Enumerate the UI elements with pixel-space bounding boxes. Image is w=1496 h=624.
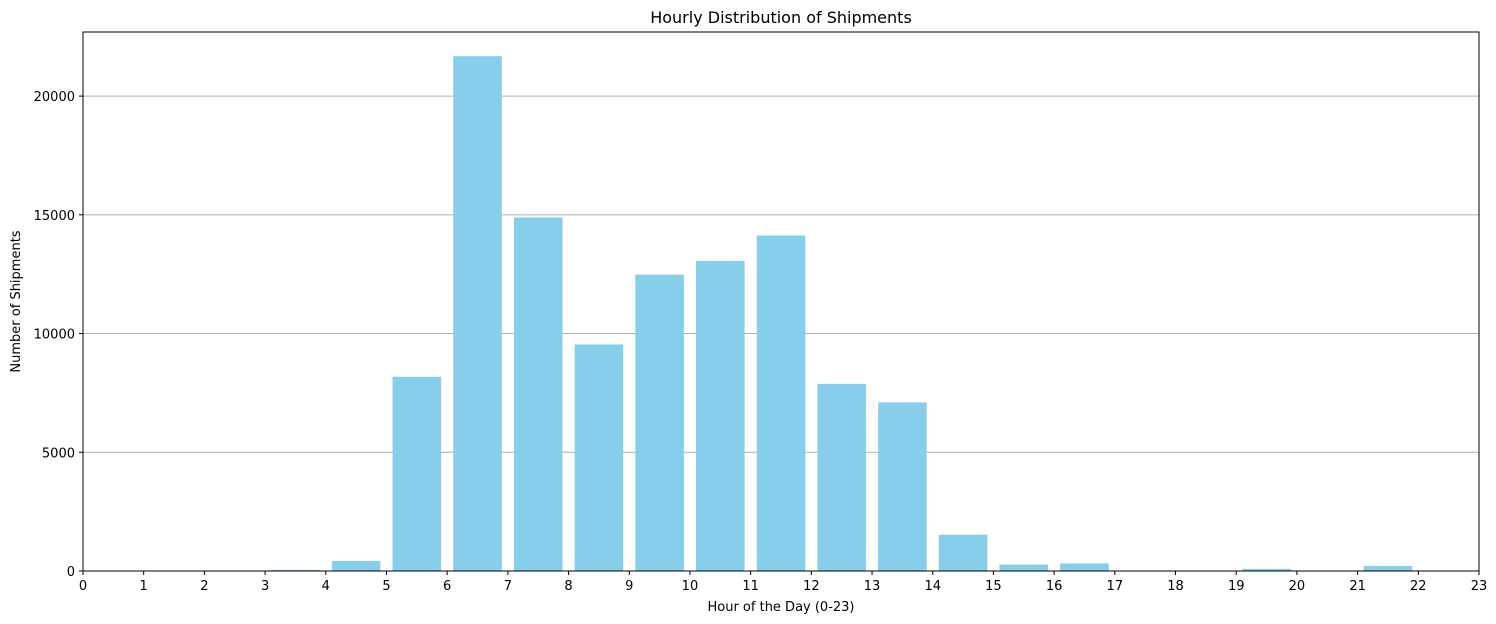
chart-title: Hourly Distribution of Shipments (650, 8, 912, 27)
y-tick-label: 0 (67, 565, 75, 580)
y-tick-label: 5000 (42, 446, 75, 461)
x-tick-label: 14 (924, 579, 941, 594)
x-tick-label: 11 (742, 579, 759, 594)
bar-hour-6 (453, 56, 502, 572)
bar-hour-8 (574, 344, 624, 571)
x-tick-label: 9 (625, 579, 633, 594)
bars (149, 56, 1413, 572)
x-tick-label: 1 (140, 579, 148, 594)
bar-hour-5 (392, 376, 442, 571)
x-tick-label: 16 (1046, 579, 1063, 594)
x-tick-label: 12 (803, 579, 820, 594)
bar-hour-4 (331, 561, 381, 571)
x-tick-label: 15 (985, 579, 1002, 594)
x-tick-label: 5 (382, 579, 390, 594)
x-tick-label: 10 (682, 579, 699, 594)
x-tick-label: 0 (79, 579, 87, 594)
x-axis-title: Hour of the Day (0-23) (707, 600, 854, 615)
bar-hour-13 (878, 402, 927, 571)
bar-hour-19 (1242, 568, 1291, 571)
bar-hour-21 (1363, 566, 1413, 571)
x-tick-label: 17 (1107, 579, 1124, 594)
x-tick-label: 22 (1410, 579, 1427, 594)
y-tick-label: 10000 (34, 328, 75, 343)
bar-hour-15 (999, 564, 1049, 571)
x-tick-label: 3 (261, 579, 269, 594)
y-axis-ticks: 0 5000 10000 15000 20000 (34, 90, 83, 580)
x-tick-label: 21 (1349, 579, 1366, 594)
bar-hour-11 (756, 235, 806, 572)
plot-frame (82, 31, 1480, 572)
x-axis-ticks: 0 1 2 3 4 5 6 7 8 9 10 11 12 13 14 15 16 17 18 19 20 21 22 23 (79, 571, 1487, 594)
bar-hour-10 (696, 260, 745, 571)
x-tick-label: 2 (200, 579, 208, 594)
x-tick-label: 7 (504, 579, 512, 594)
bar-hour-3 (271, 569, 320, 571)
bar-hour-16 (1060, 563, 1109, 571)
x-tick-label: 8 (564, 579, 572, 594)
bar-hour-14 (938, 534, 988, 571)
x-tick-label: 18 (1167, 579, 1184, 594)
x-tick-label: 13 (864, 579, 881, 594)
bar-hour-7 (513, 217, 563, 571)
x-tick-label: 19 (1228, 579, 1245, 594)
x-tick-label: 20 (1289, 579, 1306, 594)
bar-hour-12 (817, 383, 866, 571)
x-tick-label: 6 (443, 579, 451, 594)
x-tick-label: 23 (1471, 579, 1488, 594)
y-tick-label: 20000 (34, 90, 75, 105)
x-tick-label: 4 (322, 579, 330, 594)
bar-hour-9 (635, 274, 684, 571)
y-axis-title: Number of Shipments (9, 230, 24, 372)
y-tick-label: 15000 (34, 209, 75, 224)
